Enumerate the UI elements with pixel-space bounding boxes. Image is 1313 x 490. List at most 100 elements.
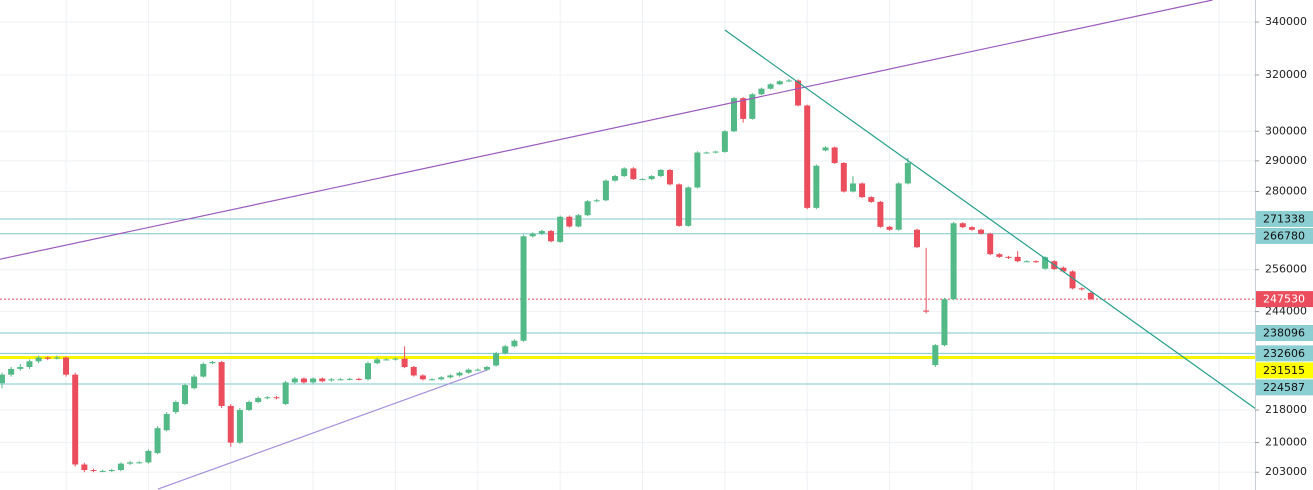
- candle-body: [191, 376, 198, 389]
- candle-body: [337, 379, 344, 381]
- price-badge-label: 224587: [1263, 381, 1305, 394]
- candle-body: [621, 168, 628, 177]
- candle-body: [758, 88, 765, 95]
- candle-body: [17, 367, 24, 369]
- candle-body: [26, 361, 33, 368]
- trend-line: [157, 369, 488, 490]
- candle-body: [182, 385, 188, 404]
- candle-body: [785, 80, 792, 82]
- candle-body: [246, 401, 253, 410]
- candle-body: [474, 369, 481, 371]
- y-tick-label: 340000: [1265, 15, 1307, 28]
- candle-body: [72, 374, 79, 465]
- candle-body: [968, 227, 975, 230]
- candle-body: [612, 176, 619, 181]
- candle-body: [575, 215, 582, 227]
- y-tick-label: 320000: [1265, 68, 1307, 81]
- candle-body: [319, 378, 326, 382]
- candle-body: [959, 223, 966, 228]
- candle-layer: [0, 78, 1094, 473]
- candle-body: [1078, 288, 1085, 290]
- candle-body: [154, 428, 161, 454]
- candle-body: [236, 409, 243, 443]
- candle-body: [483, 367, 490, 370]
- candle-body: [776, 81, 783, 85]
- candle-body: [218, 362, 225, 406]
- candle-body: [666, 169, 673, 185]
- candle-body: [996, 254, 1003, 257]
- candle-body: [676, 184, 683, 226]
- candle-body: [81, 464, 88, 471]
- candle-body: [200, 363, 207, 377]
- candle-body: [1042, 257, 1049, 269]
- price-badge: [1256, 227, 1313, 244]
- price-badge: [1256, 291, 1313, 308]
- candle-body: [310, 378, 317, 383]
- candle-body: [520, 236, 527, 341]
- candle-body: [923, 310, 930, 312]
- candle-body: [914, 229, 920, 248]
- price-badges: 271338 266780 247530 238096 232606 231515 2245…: [1256, 210, 1313, 396]
- candle-body: [840, 162, 847, 192]
- candle-body: [904, 162, 911, 184]
- candle-body: [804, 105, 811, 208]
- candle-body: [639, 179, 646, 181]
- candle-body: [795, 80, 802, 106]
- candle-body: [8, 368, 15, 375]
- candle-body: [602, 180, 609, 201]
- drawing-layer: [0, 0, 1258, 490]
- candle-body: [731, 98, 737, 132]
- candle-body: [712, 151, 719, 153]
- candle-body: [392, 358, 399, 360]
- candle-body: [117, 463, 124, 471]
- candle-body: [374, 359, 381, 364]
- candle-body: [53, 357, 60, 359]
- candle-body: [950, 223, 957, 300]
- candle-body: [749, 94, 756, 119]
- y-tick-label: 300000: [1265, 124, 1307, 137]
- candle-body: [355, 378, 362, 380]
- candle-body: [136, 462, 143, 464]
- candle-body: [63, 357, 70, 375]
- candle-body: [1005, 256, 1012, 258]
- candle-body: [584, 201, 591, 216]
- candle-body: [859, 183, 866, 198]
- candle-body: [35, 357, 42, 362]
- candle-body: [44, 357, 51, 359]
- candle-body: [493, 353, 500, 366]
- candle-body: [630, 168, 637, 180]
- candle-body: [273, 397, 280, 399]
- candle-body: [300, 378, 307, 383]
- candle-body: [127, 462, 134, 464]
- candle-body: [831, 147, 838, 163]
- price-badge-label: 231515: [1263, 364, 1305, 377]
- candle-body: [1023, 261, 1030, 263]
- candle-body: [849, 183, 856, 192]
- candle-body: [90, 470, 97, 472]
- candle-body: [694, 152, 701, 188]
- candle-body: [529, 233, 536, 237]
- candle-body: [163, 413, 170, 431]
- price-badge-label: 247530: [1263, 293, 1305, 306]
- candle-body: [227, 405, 234, 443]
- candle-body: [401, 358, 408, 368]
- candle-body: [822, 147, 829, 151]
- candle-body: [895, 183, 902, 230]
- candle-body: [346, 378, 353, 380]
- y-tick-label: 210000: [1265, 436, 1307, 449]
- candle-body: [145, 450, 152, 463]
- axis-panel: [1255, 0, 1313, 490]
- price-badge: [1256, 345, 1313, 362]
- candle-body: [593, 200, 600, 202]
- y-tick-label: 280000: [1265, 185, 1307, 198]
- candle-body: [291, 378, 298, 383]
- candle-body: [721, 131, 728, 152]
- y-tick-label: 203000: [1265, 465, 1307, 478]
- price-badge: [1256, 325, 1313, 342]
- trend-line: [0, 0, 1213, 260]
- candle-body: [172, 401, 179, 412]
- candle-body: [987, 233, 994, 255]
- candle-body: [502, 346, 509, 354]
